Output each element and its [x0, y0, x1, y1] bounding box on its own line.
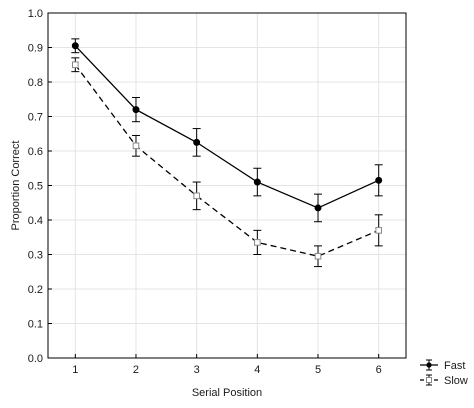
data-point	[253, 178, 261, 186]
data-point	[254, 239, 261, 246]
data-point	[132, 106, 140, 114]
x-tick-label: 5	[315, 364, 321, 376]
x-tick-label: 1	[72, 364, 78, 376]
y-tick-label: 0.7	[28, 112, 43, 124]
series-fast	[71, 38, 383, 223]
y-tick-label: 0.2	[28, 284, 43, 296]
x-axis-title: Serial Position	[192, 387, 262, 399]
series-slow	[71, 57, 383, 268]
data-point	[314, 204, 322, 212]
y-axis-title: Proportion Correct	[10, 141, 22, 231]
legend-label: Slow	[444, 375, 468, 387]
y-tick-label: 0.0	[28, 353, 43, 365]
legend-item-fast: Fast	[420, 359, 465, 372]
data-point	[71, 42, 79, 50]
series-layer	[71, 38, 383, 268]
y-tick-label: 0.4	[28, 215, 43, 227]
legend-marker	[426, 377, 432, 383]
legend-item-slow: Slow	[420, 374, 468, 387]
legend: Fast Slow	[420, 359, 468, 387]
data-point	[72, 61, 79, 69]
legend-label: Fast	[444, 360, 465, 372]
y-tick-label: 1.0	[28, 8, 43, 20]
series-line	[74, 45, 379, 209]
data-point	[375, 176, 383, 184]
x-tick-label: 4	[254, 364, 260, 376]
y-tick-label: 0.5	[28, 181, 43, 193]
data-point	[193, 138, 201, 146]
series-line	[74, 64, 379, 257]
data-point	[132, 142, 140, 150]
y-tick-label: 0.6	[28, 146, 43, 158]
x-tick-label: 2	[133, 364, 139, 376]
y-tick-label: 0.9	[28, 43, 43, 55]
x-tick-label: 6	[376, 364, 382, 376]
data-point	[375, 227, 382, 234]
y-tick-label: 0.1	[28, 319, 43, 331]
y-tick-label: 0.8	[28, 77, 43, 89]
legend-marker	[426, 362, 432, 368]
data-point	[314, 252, 322, 260]
y-tick-label: 0.3	[28, 250, 43, 262]
y-axis: 0.0 0.1 0.2 0.3 0.4 0.5 0.6 0.7 0.8 0.9 1.0	[28, 8, 52, 365]
x-axis: 1 2 3 4 5 6	[72, 354, 382, 376]
x-tick-label: 3	[194, 364, 200, 376]
data-point	[193, 192, 200, 200]
